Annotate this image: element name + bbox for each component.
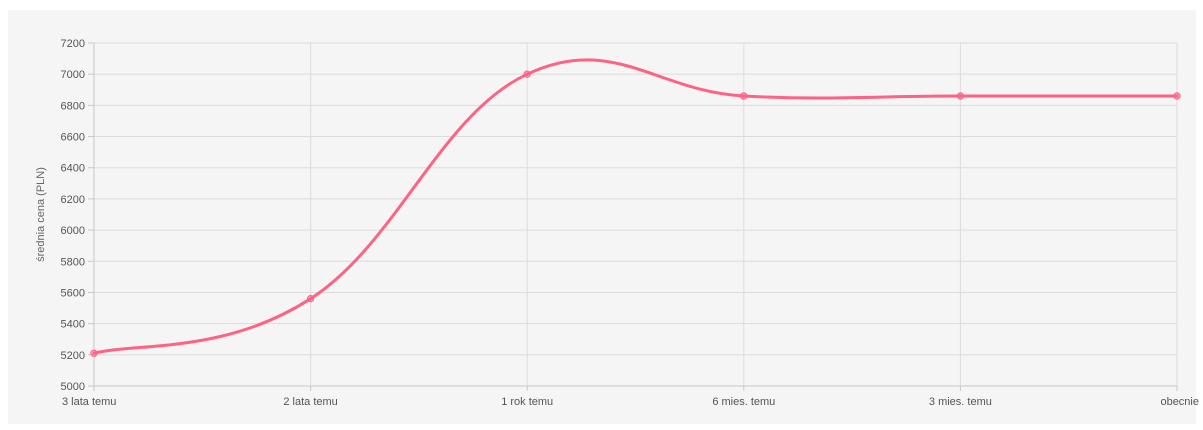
- y-tick-label: 5400: [61, 319, 85, 331]
- y-tick-label: 6400: [61, 163, 85, 175]
- price-series-line: [94, 60, 1177, 353]
- y-tick-label: 7200: [61, 38, 85, 50]
- price-point[interactable]: [957, 93, 963, 99]
- grid: [94, 43, 1177, 386]
- y-tick-label: 6000: [61, 225, 85, 237]
- price-point[interactable]: [307, 295, 313, 301]
- x-tick-label: 3 lata temu: [62, 396, 116, 408]
- x-tick-label: 1 rok temu: [501, 396, 553, 408]
- y-tick-label: 6600: [61, 132, 85, 144]
- x-tick-labels: 3 lata temu 2 lata temu 1 rok temu 6 mies. …: [62, 396, 1199, 408]
- y-tick-label: 5000: [61, 381, 85, 393]
- price-point[interactable]: [91, 350, 97, 356]
- x-tick-label: 6 mies. temu: [712, 396, 775, 408]
- y-tick-label: 7000: [61, 69, 85, 81]
- x-tick-label: obecnie: [1160, 396, 1199, 408]
- price-point[interactable]: [524, 71, 530, 77]
- price-point[interactable]: [1174, 93, 1180, 99]
- y-tick-labels: 5000 5200 5400 5600 5800 6000 6200 6400 6600 6800…: [61, 38, 85, 393]
- y-tick-label: 6800: [61, 100, 85, 112]
- y-tick-label: 5600: [61, 287, 85, 299]
- y-tick-label: 5200: [61, 350, 85, 362]
- x-tick-label: 2 lata temu: [283, 396, 337, 408]
- y-axis-title: średnia cena (PLN): [35, 167, 47, 262]
- y-tick-label: 6200: [61, 194, 85, 206]
- series-layer: [91, 60, 1180, 357]
- x-tick-label: 3 mies. temu: [929, 396, 992, 408]
- price-point[interactable]: [741, 93, 747, 99]
- y-tick-label: 5800: [61, 256, 85, 268]
